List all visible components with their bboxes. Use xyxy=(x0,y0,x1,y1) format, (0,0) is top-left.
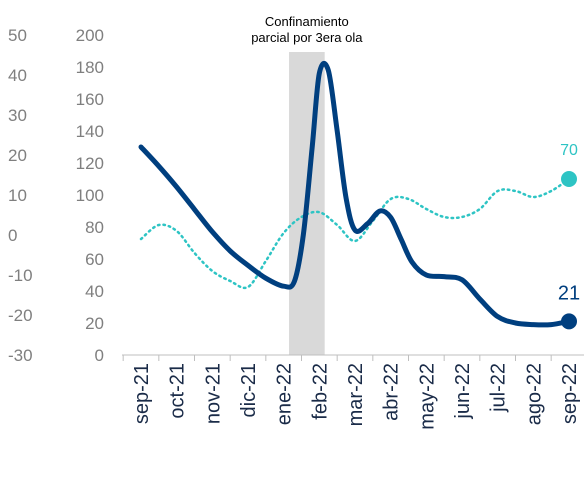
x-tick-label: dic-21 xyxy=(238,363,260,417)
y-inner-tick-label: 20 xyxy=(85,314,104,333)
series-end-marker-main xyxy=(561,313,577,330)
y-outer-tick-label: -10 xyxy=(8,266,33,285)
y-outer-tick-label: 50 xyxy=(8,26,27,45)
x-tick-label: oct-21 xyxy=(167,363,189,419)
y-outer-tick-label: 40 xyxy=(8,66,27,85)
x-tick-label: nov-21 xyxy=(202,363,224,424)
y-outer-tick-label: 10 xyxy=(8,186,27,205)
x-tick-label: feb-22 xyxy=(309,363,331,420)
end-label-index: 70 xyxy=(560,142,578,159)
y-inner-tick-label: 140 xyxy=(76,122,104,141)
series-line-main xyxy=(138,60,572,328)
x-tick-label: may-22 xyxy=(416,363,438,430)
y-axis-outer: 50 40 30 20 10 0 -10 -20 -30 xyxy=(8,26,33,365)
x-tick-label: sep-21 xyxy=(131,363,153,424)
y-inner-tick-label: 160 xyxy=(76,90,104,109)
y-inner-tick-label: 0 xyxy=(95,346,104,365)
x-tick-label: jul-22 xyxy=(488,363,510,413)
y-inner-tick-label: 100 xyxy=(76,186,104,205)
y-inner-tick-label: 200 xyxy=(76,26,104,45)
series-end-marker-index xyxy=(561,171,577,187)
y-outer-tick-label: 20 xyxy=(8,146,27,165)
y-outer-tick-label: -30 xyxy=(8,346,33,365)
y-inner-tick-label: 40 xyxy=(85,282,104,301)
y-inner-tick-label: 80 xyxy=(85,218,104,237)
annotation-line: parcial por 3era ola xyxy=(251,30,363,45)
y-inner-tick-label: 180 xyxy=(76,58,104,77)
y-outer-tick-label: 0 xyxy=(8,226,17,245)
y-outer-tick-label: -20 xyxy=(8,306,33,325)
x-axis: sep-21 oct-21 nov-21 dic-21 ene-22 feb-22 mar-… xyxy=(122,355,581,430)
series-line-index xyxy=(139,177,571,290)
x-tick-label: ene-22 xyxy=(274,363,296,425)
x-tick-label: jun-22 xyxy=(452,363,474,420)
annotation-line: Confinamiento xyxy=(265,14,349,29)
x-tick-label: ago-22 xyxy=(523,363,545,425)
x-tick-label: sep-22 xyxy=(559,363,581,424)
x-tick-label: mar-22 xyxy=(345,363,367,426)
y-outer-tick-label: 30 xyxy=(8,106,27,125)
y-inner-tick-label: 60 xyxy=(85,250,104,269)
y-inner-tick-label: 120 xyxy=(76,154,104,173)
end-label-main: 21 xyxy=(558,282,580,304)
x-tick-label: abr-22 xyxy=(381,363,403,421)
